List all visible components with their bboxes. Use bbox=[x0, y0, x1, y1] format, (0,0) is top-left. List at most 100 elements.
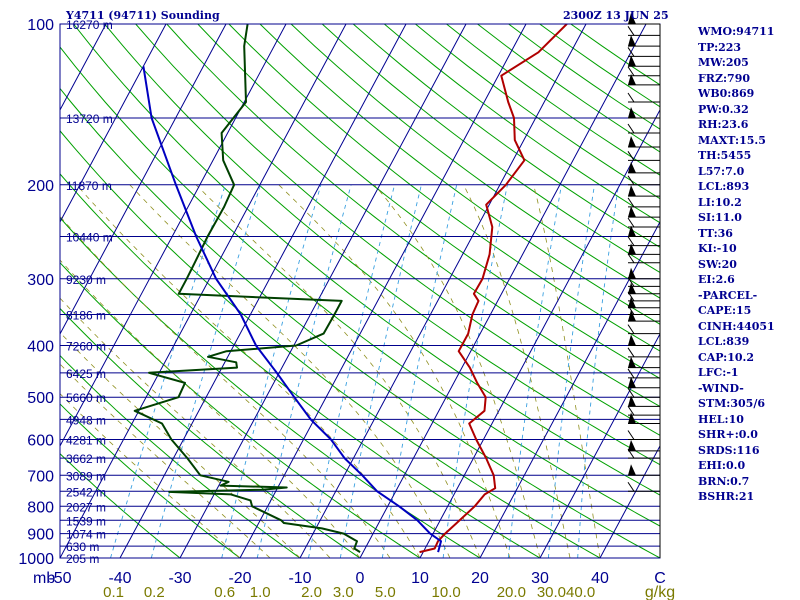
height-label: 16270 m bbox=[66, 18, 113, 32]
pressure-tick-label: 100 bbox=[27, 17, 54, 34]
mixing-ratio-line bbox=[221, 184, 322, 558]
index-line: L57:7.0 bbox=[698, 164, 745, 178]
index-line: TT:36 bbox=[698, 226, 733, 240]
isotherm bbox=[60, 24, 347, 558]
index-line: RH:23.6 bbox=[698, 118, 749, 131]
temperature-tick-label: -40 bbox=[108, 570, 131, 587]
index-line: SW:20 bbox=[698, 257, 737, 271]
wind-barb-feather bbox=[627, 253, 635, 264]
wind-barb-pennant bbox=[628, 35, 636, 47]
mixing-ratio-tick-label: 2.0 bbox=[301, 584, 322, 600]
wind-barb-feather bbox=[627, 236, 635, 246]
wind-barb-pennant bbox=[628, 282, 636, 294]
height-label: 3089 m bbox=[66, 469, 106, 483]
height-label: 205 m bbox=[66, 552, 99, 566]
wind-barb-pennant bbox=[628, 55, 636, 67]
pressure-tick-label: 800 bbox=[27, 499, 54, 516]
index-line: EI:2.6 bbox=[698, 273, 735, 286]
chart-title: Y4711 (94711) Sounding bbox=[66, 9, 220, 22]
wind-barb-pennant bbox=[628, 136, 636, 148]
isotherm bbox=[119, 24, 407, 558]
mixing-ratio-line bbox=[547, 184, 595, 558]
temperature-tick-label: -20 bbox=[228, 570, 251, 587]
wind-barb-feather bbox=[627, 368, 635, 379]
parcel-profile bbox=[142, 66, 442, 553]
wind-barb-feather bbox=[627, 175, 635, 186]
wind-barb-feather bbox=[627, 217, 635, 228]
wind-barb-pennant bbox=[628, 356, 636, 368]
wind-barb-pennant bbox=[628, 206, 636, 218]
moist-adiabat bbox=[278, 184, 511, 558]
wind-barb-pennant bbox=[628, 13, 636, 24]
isotherm bbox=[599, 444, 660, 558]
moist-adiabat bbox=[60, 215, 391, 558]
wind-barb-pennant bbox=[628, 376, 636, 388]
isotherm bbox=[299, 24, 587, 558]
index-line: TP:223 bbox=[698, 40, 742, 54]
index-line: LI:10.2 bbox=[698, 195, 742, 209]
wind-barb-pennant bbox=[628, 161, 636, 173]
height-label: 630 m bbox=[66, 540, 99, 554]
temperature-tick-label: 20 bbox=[471, 570, 489, 587]
temperature-profile bbox=[419, 24, 568, 554]
wind-barb-pennant bbox=[628, 464, 636, 476]
dewpoint-profile bbox=[133, 24, 361, 553]
wind-barb-feather bbox=[627, 26, 635, 36]
height-label: 11870 m bbox=[66, 179, 112, 193]
wind-barb-pennant bbox=[628, 225, 636, 237]
wind-barb-feather bbox=[627, 277, 635, 287]
pressure-tick-label: 700 bbox=[27, 468, 54, 485]
index-line: SRDS:116 bbox=[698, 443, 760, 457]
index-line: STM:305/6 bbox=[698, 397, 765, 410]
mixing-ratio-axis-label: g/kg bbox=[645, 584, 675, 600]
height-label: 4948 m bbox=[66, 413, 106, 427]
wind-barb-feather bbox=[627, 47, 635, 57]
wind-barb-feather bbox=[627, 92, 635, 103]
wind-barb-pennant bbox=[628, 310, 636, 322]
temperature-tick-label: 10 bbox=[411, 570, 429, 587]
isotherm bbox=[479, 220, 660, 558]
wind-barb-feather bbox=[627, 66, 635, 77]
height-label: 1539 m bbox=[66, 514, 106, 528]
wind-barb-feather bbox=[627, 347, 635, 358]
wind-barb-feather bbox=[627, 291, 635, 302]
height-label: 1074 m bbox=[66, 528, 106, 542]
pressure-tick-label: 400 bbox=[27, 339, 54, 356]
wind-barb-pennant bbox=[628, 243, 636, 255]
index-line: TH:5455 bbox=[698, 149, 752, 162]
mixing-ratio-tick-label: 1.0 bbox=[250, 584, 271, 600]
index-line: CINH:44051 bbox=[698, 319, 775, 333]
temperature-axis-label: C bbox=[654, 570, 666, 587]
wind-barb-pennant bbox=[628, 334, 636, 346]
height-label: 10440 m bbox=[66, 230, 113, 244]
index-line: -PARCEL- bbox=[698, 288, 758, 302]
mixing-ratio-tick-label: 20.0 bbox=[497, 584, 526, 600]
wind-barb-pennant bbox=[628, 296, 636, 308]
index-line: FRZ:790 bbox=[698, 71, 751, 85]
index-line: KI:-10 bbox=[698, 242, 737, 255]
mixing-ratio-line bbox=[507, 184, 562, 558]
height-label: 8186 m bbox=[66, 309, 106, 323]
mixing-ratio-tick-label: 0.1 bbox=[103, 584, 124, 600]
mixing-ratio-tick-label: 5.0 bbox=[375, 584, 396, 600]
pressure-tick-label: 200 bbox=[27, 178, 54, 195]
index-line: BSHR:21 bbox=[698, 490, 755, 503]
wind-barb-pennant bbox=[628, 185, 636, 197]
isotherm bbox=[179, 24, 467, 558]
pressure-tick-label: 1000 bbox=[18, 551, 54, 568]
stability-indices-panel: WMO:94711 TP:223 MW:205 FRZ:790 WB0:869 PW:0.… bbox=[698, 24, 798, 505]
index-line: LFC:-1 bbox=[698, 366, 739, 379]
wind-barb-feather bbox=[627, 305, 635, 315]
wind-barb-pennant bbox=[628, 107, 636, 119]
mixing-ratio-tick-label: 10.0 bbox=[432, 584, 461, 600]
moist-adiabat bbox=[195, 184, 481, 558]
index-line: SHR+:0.0 bbox=[698, 428, 758, 441]
wind-barb-feather bbox=[627, 448, 635, 459]
temperature-tick-label: -50 bbox=[48, 570, 71, 587]
moist-adiabat bbox=[76, 184, 421, 558]
temperature-tick-label: 0 bbox=[356, 570, 365, 587]
pressure-tick-label: 600 bbox=[27, 433, 54, 450]
index-line: LCL:893 bbox=[698, 180, 750, 193]
temperature-tick-label: -30 bbox=[168, 570, 191, 587]
